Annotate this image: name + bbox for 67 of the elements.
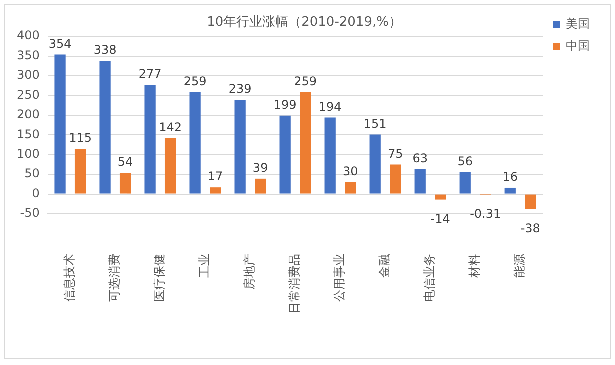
- data-label: 75: [388, 146, 404, 161]
- x-tick-label: 信息技术: [62, 254, 77, 302]
- x-tick-label: 房地产: [242, 254, 257, 290]
- data-label: 16: [502, 170, 518, 184]
- data-label: 259: [294, 74, 318, 88]
- bar: [164, 138, 176, 194]
- y-tick-label: 100: [17, 146, 40, 161]
- data-label: 199: [274, 98, 297, 112]
- x-tick-label: 金融: [378, 254, 392, 278]
- x-tick-label: 可选消费: [108, 254, 122, 302]
- bar: [345, 182, 356, 194]
- bar: [54, 54, 66, 194]
- y-tick-label: 150: [17, 127, 40, 142]
- bar: [414, 169, 426, 194]
- x-tick-label: 电信业务: [422, 254, 437, 302]
- bar: [74, 148, 86, 194]
- y-tick-label: 50: [24, 166, 40, 181]
- bar: [525, 194, 536, 210]
- y-tick-label: 400: [17, 28, 40, 43]
- legend-label: 美国: [566, 17, 590, 32]
- data-label: 277: [138, 67, 162, 82]
- x-tick-label: 能源: [512, 254, 527, 278]
- data-label: 194: [318, 100, 342, 114]
- data-label: -38: [520, 221, 540, 236]
- data-label: 338: [94, 43, 117, 58]
- bar: [370, 134, 381, 194]
- bar: [120, 173, 132, 194]
- legend-label: 中国: [566, 39, 590, 54]
- bar: [324, 118, 336, 194]
- data-label: 115: [69, 131, 92, 146]
- chart-title: 10年行业涨幅（2010-2019,%）: [207, 15, 402, 30]
- bar: [280, 116, 291, 194]
- data-label: 63: [412, 152, 428, 166]
- data-label: 56: [458, 154, 473, 168]
- y-tick-label: 250: [17, 88, 40, 102]
- x-tick-label: 工业: [198, 254, 212, 278]
- x-tick-label: 材料: [468, 254, 482, 279]
- data-label: 17: [208, 170, 224, 184]
- data-label: 39: [252, 161, 268, 176]
- data-label: 151: [364, 116, 387, 131]
- bar: [504, 188, 516, 194]
- y-tick-label: 350: [17, 48, 40, 62]
- bar: [390, 164, 402, 194]
- data-label: 259: [184, 74, 207, 88]
- data-label: -0.31: [470, 206, 502, 221]
- y-tick-label: 0: [32, 186, 40, 200]
- data-label: 354: [48, 36, 72, 51]
- bar: [255, 178, 266, 194]
- x-tick-label: 日常消费品: [288, 254, 302, 314]
- bar: [190, 92, 201, 194]
- data-label: 54: [118, 155, 134, 170]
- bar: [300, 92, 312, 194]
- bar: [144, 85, 156, 194]
- data-label: -14: [430, 212, 450, 226]
- y-tick-label: 200: [17, 108, 40, 122]
- bar: [435, 194, 446, 200]
- y-tick-label: 300: [17, 68, 40, 82]
- y-tick-label: -50: [20, 206, 40, 220]
- x-tick-label: 公用事业: [332, 254, 347, 302]
- bar: [100, 61, 111, 194]
- data-label: 30: [342, 164, 358, 179]
- x-tick-label: 医疗保健: [152, 254, 167, 302]
- data-label: 239: [228, 82, 252, 96]
- bar: [210, 188, 222, 194]
- bar: [460, 172, 471, 194]
- data-label: 142: [159, 120, 182, 134]
- bar: [234, 100, 246, 194]
